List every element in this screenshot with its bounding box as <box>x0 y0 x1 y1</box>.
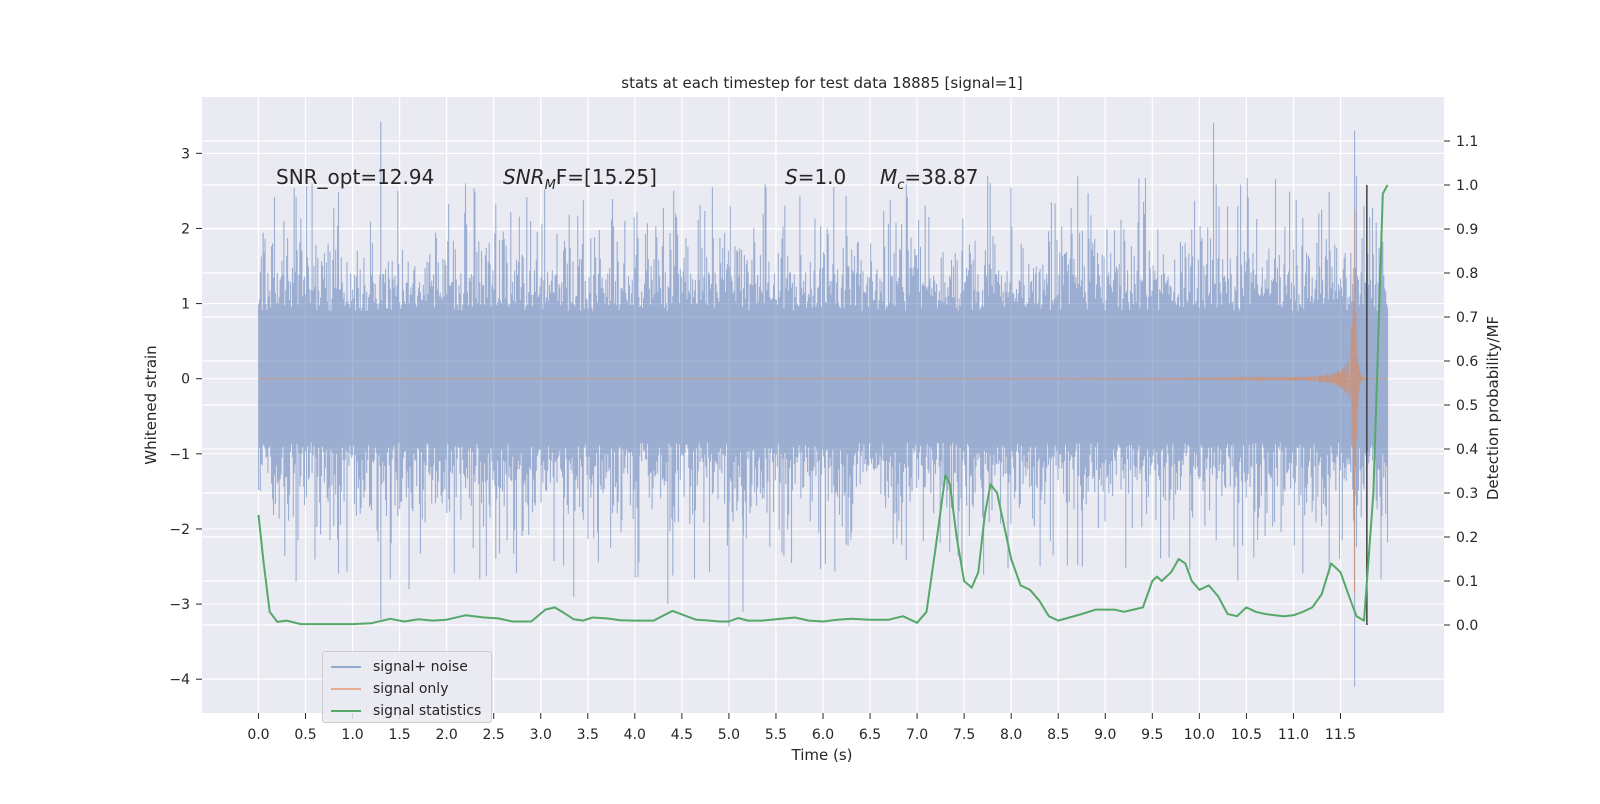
x-tick-labels: 0.0 0.5 1.0 1.5 2.0 2.5 3.0 3.5 4.0 4.5 5.0 5.5 6.0 6… <box>247 713 1356 743</box>
signal-only-series <box>258 209 1388 593</box>
mc-rest: =38.87 <box>904 165 978 189</box>
legend-swatch-signal-noise <box>331 666 361 668</box>
x-axis-label: Time (s) <box>791 746 853 764</box>
s-main: S <box>785 165 798 189</box>
x-tick-label: 10.0 <box>1184 727 1215 743</box>
snr-mf-main: SNR <box>503 165 545 189</box>
right-y-tick-label: 0.2 <box>1456 530 1478 546</box>
left-y-tick-label: 0 <box>181 372 190 388</box>
x-tick-label: 7.0 <box>906 727 928 743</box>
x-tick-label: 6.0 <box>812 727 834 743</box>
chart-title: stats at each timestep for test data 188… <box>621 74 1022 92</box>
snr-opt-annotation: SNR_opt=12.94 <box>276 165 434 189</box>
left-y-tick-label: 2 <box>181 221 190 237</box>
left-y-tick-label: −4 <box>169 672 190 688</box>
legend-label-signal-only: signal only <box>373 681 449 697</box>
snr-mf-annotation: SNRMF=[15.25] <box>503 165 657 193</box>
snr-mf-sub: M <box>545 178 556 193</box>
left-y-tick-label: 1 <box>181 297 190 313</box>
x-tick-label: 3.0 <box>530 727 552 743</box>
x-tick-label: 11.5 <box>1325 727 1356 743</box>
x-tick-label: 0.5 <box>294 727 316 743</box>
signal-noise-series <box>257 121 1389 687</box>
x-tick-label: 2.5 <box>483 727 505 743</box>
legend-swatch-signal-statistics <box>331 710 361 712</box>
x-tick-label: 7.5 <box>953 727 975 743</box>
right-y-tick-label: 0.6 <box>1456 354 1478 370</box>
signal-noise-trace <box>257 121 1389 687</box>
signal-statistics-line <box>257 184 1389 626</box>
x-tick-label: 3.5 <box>577 727 599 743</box>
right-y-tick-labels: 1.1 1.0 0.9 0.8 0.7 0.6 0.5 0.4 0.3 0.2 0.1 0.0 <box>1444 134 1478 634</box>
s-rest: =1.0 <box>798 165 847 189</box>
right-y-tick-label: 0.5 <box>1456 398 1478 414</box>
left-y-tick-label: 3 <box>181 146 190 162</box>
left-y-tick-label: −2 <box>169 522 190 538</box>
x-tick-label: 4.0 <box>624 727 646 743</box>
right-y-tick-label: 0.3 <box>1456 486 1478 502</box>
x-tick-label: 8.0 <box>1000 727 1022 743</box>
right-y-tick-label: 0.0 <box>1456 618 1478 634</box>
x-tick-label: 5.0 <box>718 727 740 743</box>
right-y-tick-label: 1.0 <box>1456 178 1478 194</box>
right-y-tick-label: 0.4 <box>1456 442 1478 458</box>
legend-label-signal-noise: signal+ noise <box>373 659 468 675</box>
x-tick-label: 11.0 <box>1278 727 1309 743</box>
right-y-tick-label: 1.1 <box>1456 134 1478 150</box>
left-y-tick-label: −3 <box>169 597 190 613</box>
x-tick-label: 5.5 <box>765 727 787 743</box>
x-tick-label: 9.5 <box>1141 727 1163 743</box>
x-tick-label: 10.5 <box>1231 727 1262 743</box>
mc-sub: c <box>897 178 904 193</box>
right-y-tick-label: 0.1 <box>1456 574 1478 590</box>
right-y-tick-label: 0.9 <box>1456 222 1478 238</box>
right-y-axis-label: Detection probability/MF <box>1484 316 1502 500</box>
x-tick-label: 6.5 <box>859 727 881 743</box>
x-tick-label: 1.0 <box>341 727 363 743</box>
legend-item-signal-noise: signal+ noise <box>331 656 483 678</box>
legend-item-signal-statistics: signal statistics <box>331 700 483 722</box>
x-tick-label: 2.0 <box>436 727 458 743</box>
legend-swatch-signal-only <box>331 688 361 690</box>
mc-annotation: Mc=38.87 <box>880 165 978 193</box>
right-y-tick-label: 0.7 <box>1456 310 1478 326</box>
left-y-tick-labels: 3 2 1 0 −1 −2 −3 −4 <box>169 146 202 688</box>
s-annotation: S=1.0 <box>785 165 846 189</box>
signal-statistics-series <box>257 184 1389 626</box>
left-y-tick-label: −1 <box>169 447 190 463</box>
legend-label-signal-statistics: signal statistics <box>373 703 482 719</box>
x-tick-label: 0.0 <box>247 727 269 743</box>
x-tick-label: 4.5 <box>671 727 693 743</box>
x-tick-label: 8.5 <box>1047 727 1069 743</box>
legend: signal+ noise signal only signal statist… <box>322 651 492 723</box>
signal-only-trace <box>258 209 1388 593</box>
x-tick-label: 1.5 <box>388 727 410 743</box>
snr-mf-rest: F=[15.25] <box>556 165 657 189</box>
mc-main: M <box>880 165 897 189</box>
left-y-axis-label: Whitened strain <box>142 345 160 464</box>
x-tick-label: 9.0 <box>1094 727 1116 743</box>
legend-item-signal-only: signal only <box>331 678 483 700</box>
right-y-tick-label: 0.8 <box>1456 266 1478 282</box>
